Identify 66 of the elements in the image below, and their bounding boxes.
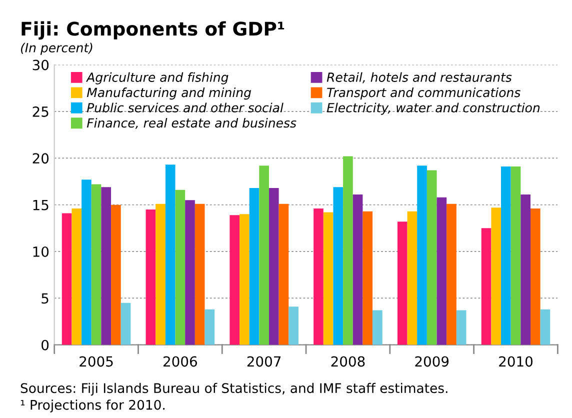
legend-label: Transport and communications xyxy=(327,88,520,100)
bar xyxy=(501,166,511,345)
bar xyxy=(417,166,427,345)
bar xyxy=(185,200,195,345)
bar xyxy=(446,204,456,345)
bar xyxy=(520,194,530,345)
legend-label: Agriculture and fishing xyxy=(86,72,228,84)
bar xyxy=(120,302,131,345)
y-tick-label: 25 xyxy=(32,106,48,117)
bar xyxy=(288,306,298,345)
x-tick-label: 2009 xyxy=(415,356,449,367)
bar xyxy=(343,156,353,345)
y-tick-label: 20 xyxy=(32,153,49,164)
legend-label: Manufacturing and mining xyxy=(86,88,252,100)
bar xyxy=(333,187,344,345)
bar xyxy=(146,209,156,345)
legend-label: Retail, hotels and restaurants xyxy=(326,72,512,84)
bar xyxy=(372,310,382,345)
x-tick-label: 2010 xyxy=(499,356,533,367)
bar xyxy=(62,213,72,345)
x-tick-label: 2008 xyxy=(331,356,365,367)
y-tick-label: 30 xyxy=(32,60,49,70)
bar xyxy=(436,197,447,345)
chart-subtitle: (In percent) xyxy=(20,42,92,55)
bar xyxy=(397,222,408,345)
bar xyxy=(540,309,550,345)
bar xyxy=(481,228,492,345)
bar xyxy=(249,188,260,345)
bar xyxy=(407,211,418,345)
bar xyxy=(194,204,205,345)
bar xyxy=(491,208,502,345)
bar xyxy=(362,211,373,345)
bar xyxy=(111,204,121,345)
bar xyxy=(278,204,289,345)
bar xyxy=(352,194,363,345)
bar xyxy=(510,166,521,345)
legend-label: Electricity, water and construction xyxy=(326,102,540,115)
bar xyxy=(72,208,82,345)
bar xyxy=(101,187,112,345)
y-tick-label: 15 xyxy=(33,200,48,210)
bar xyxy=(204,309,215,345)
legend-label: Finance, real estate and business xyxy=(86,118,296,129)
bar xyxy=(314,208,324,345)
x-tick-label: 2007 xyxy=(247,356,281,367)
y-tick-label: 0 xyxy=(42,340,49,350)
bar xyxy=(240,214,250,345)
bar xyxy=(426,170,437,345)
bar xyxy=(323,212,334,345)
y-tick-label: 10 xyxy=(33,246,49,257)
bar xyxy=(91,184,102,345)
y-tick-label: 5 xyxy=(42,293,48,304)
bar xyxy=(156,204,166,345)
bar xyxy=(82,180,92,345)
bar xyxy=(175,190,186,345)
legend-label: Public services and other social xyxy=(86,102,284,112)
bar xyxy=(230,215,240,345)
bar xyxy=(165,164,176,345)
bar xyxy=(456,310,466,345)
x-tick-label: 2006 xyxy=(164,356,197,367)
chart-title: Fiji: Components of GDP¹ xyxy=(22,21,284,40)
text: ¹ Projections for 2010. xyxy=(20,400,164,412)
bar xyxy=(259,166,269,345)
source-note: Sources: Fiji Islands Bureau of Statistics, and IMF staff estimates. xyxy=(20,382,448,396)
x-tick-label: 2005 xyxy=(80,356,113,367)
bar xyxy=(268,188,279,345)
bar xyxy=(530,208,540,345)
